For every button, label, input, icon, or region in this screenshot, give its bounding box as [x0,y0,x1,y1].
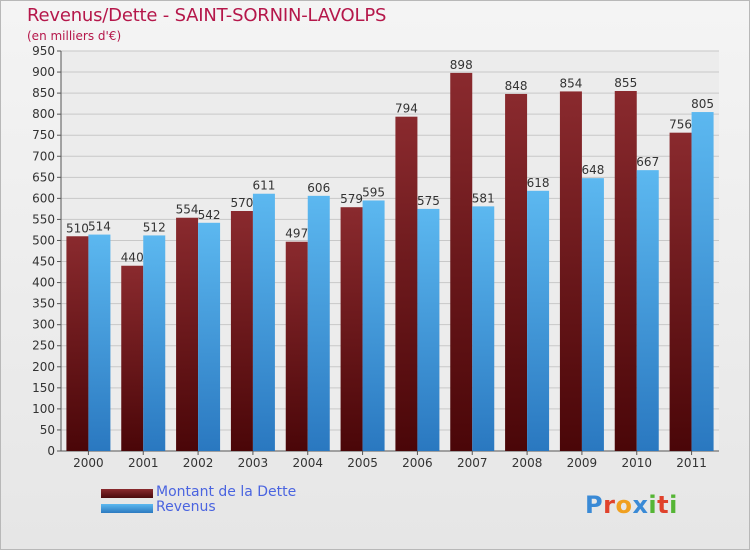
logo-letter: i [648,491,658,519]
x-tick-label: 2003 [238,456,269,470]
bar-dette [669,132,692,451]
y-tick-label: 350 [32,297,55,311]
logo-letter: r [603,491,616,519]
y-tick-label: 650 [32,170,55,184]
legend-swatch-dette [101,489,153,498]
chart-title: Revenus/Dette - SAINT-SORNIN-LAVOLPS [27,5,387,26]
data-label-dette: 497 [285,227,308,241]
data-label-revenus: 648 [581,163,604,177]
bar-dette [176,217,199,451]
bar-revenus [252,193,275,451]
y-tick-label: 900 [32,65,55,79]
data-label-revenus: 618 [527,176,550,190]
data-label-dette: 756 [669,118,692,132]
chart-subtitle: (en milliers d'€) [27,29,122,43]
y-tick-label: 500 [32,233,55,247]
y-tick-label: 50 [40,423,55,437]
bar-revenus [362,200,385,451]
bar-dette [230,211,253,451]
x-tick-label: 2000 [73,456,104,470]
bar-dette [285,241,308,451]
x-tick-label: 2002 [183,456,214,470]
y-tick-label: 100 [32,402,55,416]
data-label-dette: 570 [230,196,253,210]
y-tick-label: 850 [32,86,55,100]
bar-revenus [417,208,440,451]
logo-letter: P [585,491,604,519]
x-tick-label: 2004 [292,456,323,470]
x-tick-label: 2006 [402,456,433,470]
data-label-revenus: 606 [307,181,330,195]
logo-letter: i [669,491,678,519]
bar-dette [121,265,144,451]
legend-swatch-revenus [101,504,153,513]
data-label-revenus: 542 [198,208,221,222]
data-label-revenus: 581 [472,191,495,205]
x-tick-label: 2005 [347,456,378,470]
bar-revenus [636,170,659,451]
y-tick-label: 800 [32,107,55,121]
x-tick-label: 2011 [676,456,707,470]
y-tick-label: 250 [32,339,55,353]
data-label-revenus: 805 [691,97,714,111]
y-tick-label: 300 [32,318,55,332]
bar-dette [66,236,89,451]
bar-revenus [198,222,221,451]
x-tick-label: 2007 [457,456,488,470]
bar-dette [559,91,582,451]
bar-dette [340,207,363,451]
y-tick-label: 750 [32,128,55,142]
x-tick-label: 2008 [512,456,543,470]
data-label-dette: 510 [66,221,89,235]
data-label-revenus: 595 [362,185,385,199]
bar-dette [614,91,637,451]
logo-letter: t [657,491,670,519]
data-label-dette: 855 [614,76,637,90]
y-tick-label: 0 [47,444,55,458]
bar-dette [395,116,418,452]
x-tick-label: 2001 [128,456,159,470]
bar-revenus [307,195,330,451]
bar-revenus [143,235,166,451]
data-label-dette: 848 [505,79,528,93]
x-tick-label: 2010 [621,456,652,470]
data-label-dette: 579 [340,192,363,206]
legend-label-revenus: Revenus [156,499,216,515]
data-label-dette: 554 [176,203,199,217]
y-tick-label: 400 [32,276,55,290]
data-label-dette: 898 [450,58,473,72]
data-label-dette: 794 [395,102,418,116]
bar-revenus [472,206,495,451]
logo-letter: x [632,491,649,519]
legend-item-dette: Montant de la Dette [101,484,341,501]
legend-item-revenus: Revenus [101,499,341,516]
bar-dette [505,93,528,452]
plot-area [61,51,719,451]
bar-revenus [581,178,604,451]
y-tick-label: 700 [32,149,55,163]
data-label-dette: 854 [559,76,582,90]
data-label-revenus: 575 [417,194,440,208]
y-tick-label: 950 [32,44,55,58]
bar-revenus [527,190,550,451]
y-tick-label: 600 [32,191,55,205]
logo-letter: o [615,491,633,519]
x-tick-label: 2009 [567,456,598,470]
bar-revenus [88,234,111,451]
bar-revenus [691,112,714,451]
data-label-revenus: 667 [636,155,659,169]
data-label-revenus: 512 [143,220,166,234]
y-tick-label: 150 [32,381,55,395]
data-label-revenus: 611 [252,179,275,193]
bar-dette [450,72,473,451]
y-tick-label: 450 [32,255,55,269]
y-tick-label: 550 [32,212,55,226]
y-tick-label: 200 [32,360,55,374]
legend-label-dette: Montant de la Dette [156,484,297,500]
data-label-dette: 440 [121,251,144,265]
proxiti-logo: Proxiti [585,491,678,519]
data-label-revenus: 514 [88,220,111,234]
